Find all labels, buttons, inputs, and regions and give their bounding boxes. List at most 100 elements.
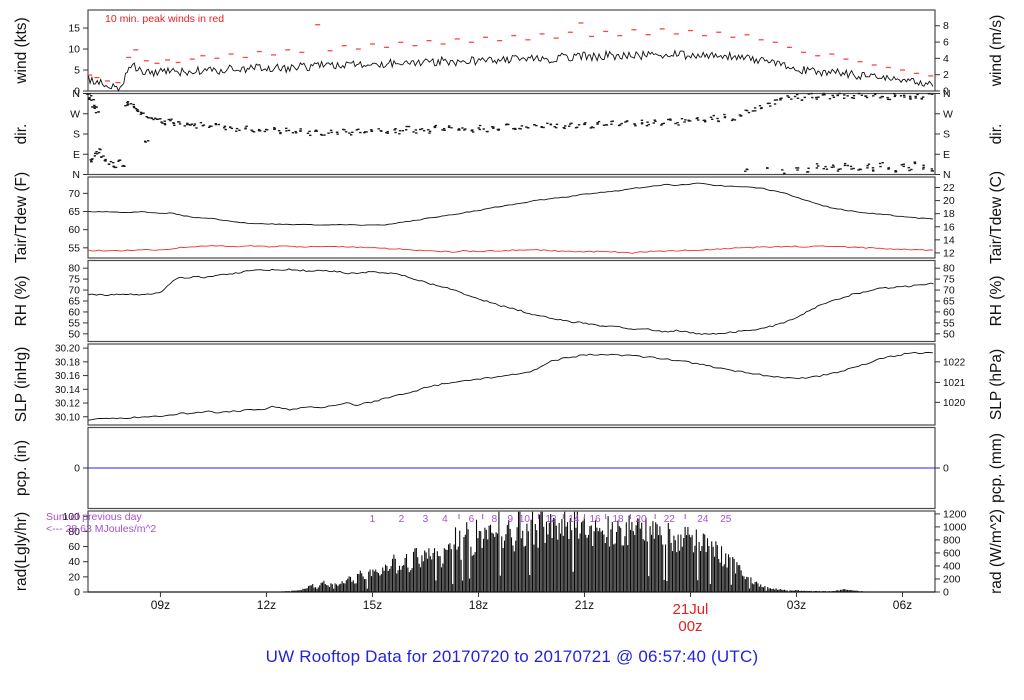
direction-dot	[733, 119, 737, 121]
direction-dot	[112, 161, 115, 164]
direction-dot	[97, 111, 100, 113]
direction-dot	[279, 132, 282, 135]
panel-frame	[87, 9, 936, 92]
left-axis-label: Tair/Tdew (F)	[13, 172, 30, 263]
direction-dot	[821, 94, 825, 96]
direction-dot	[645, 125, 649, 127]
direction-dot	[93, 155, 97, 157]
direction-dot	[140, 112, 144, 115]
direction-dot	[405, 125, 408, 128]
direction-dot	[291, 132, 295, 134]
direction-dot	[136, 109, 139, 111]
direction-dot	[99, 148, 102, 151]
direction-dot	[832, 96, 836, 98]
direction-dot	[257, 129, 261, 132]
direction-dot	[492, 127, 495, 129]
direction-dot	[602, 124, 606, 126]
direction-dot	[881, 95, 884, 98]
cumulative-mj-label: 9	[507, 514, 513, 525]
direction-dot	[199, 121, 203, 124]
direction-dot	[117, 160, 120, 162]
direction-dot	[250, 129, 253, 131]
direction-dot	[790, 98, 793, 100]
direction-dot	[178, 121, 181, 123]
direction-dot	[865, 96, 869, 99]
left-axis-label: pcp. (in)	[13, 440, 30, 496]
direction-dot	[126, 101, 130, 103]
direction-dot	[533, 124, 536, 126]
direction-dot	[754, 110, 757, 112]
direction-dot	[753, 107, 757, 109]
direction-dot	[478, 124, 482, 127]
direction-dot	[910, 168, 913, 171]
direction-dot	[94, 111, 98, 114]
direction-dot	[144, 141, 147, 143]
y-tick-label: 30.10	[55, 412, 80, 423]
direction-dot	[676, 121, 679, 124]
y-tick-label: 0	[943, 463, 949, 475]
direction-dot	[93, 107, 96, 110]
cumulative-mj-label: 25	[720, 514, 732, 525]
direction-dot	[365, 131, 368, 133]
direction-dot	[873, 92, 877, 95]
y-tick-label: 30.12	[55, 399, 80, 410]
direction-dot	[779, 97, 782, 100]
direction-dot	[832, 166, 835, 168]
direction-dot	[582, 123, 586, 125]
y-tick-label: 14	[943, 234, 955, 246]
cumulative-mj-label: 6	[469, 514, 475, 525]
y-tick-label: 10	[68, 44, 80, 56]
direction-dot	[567, 125, 571, 127]
direction-dot	[796, 169, 799, 171]
direction-dot	[815, 96, 818, 99]
y-tick-label: 60	[68, 541, 80, 553]
direction-dot	[873, 93, 877, 96]
direction-dot	[836, 94, 839, 96]
direction-dot	[758, 105, 762, 107]
direction-dot	[811, 96, 814, 99]
direction-dot	[187, 123, 191, 126]
direction-dot	[759, 107, 763, 110]
direction-dot	[139, 111, 143, 114]
direction-dot	[398, 130, 402, 132]
y-tick-label: 70	[68, 285, 80, 297]
y-tick-label: S	[73, 129, 80, 141]
y-tick-label: 18	[943, 208, 955, 220]
direction-dot	[800, 99, 804, 101]
direction-dot	[513, 127, 517, 130]
direction-dot	[893, 95, 897, 98]
direction-dot	[795, 167, 798, 169]
direction-dot	[126, 103, 130, 105]
direction-dot	[662, 122, 665, 125]
direction-dot	[189, 124, 192, 126]
direction-dot	[839, 168, 842, 170]
direction-dot	[123, 165, 126, 168]
direction-dot	[100, 156, 103, 158]
cumulative-mj-label: 2	[399, 514, 405, 525]
cumulative-mj-label: 22	[664, 514, 676, 525]
direction-dot	[214, 123, 218, 126]
direction-dot	[160, 121, 163, 123]
direction-dot	[145, 116, 148, 118]
direction-dot	[273, 127, 276, 129]
y-tick-label: 400	[943, 560, 961, 572]
direction-dot	[433, 126, 437, 129]
cumulative-mj-label: 24	[697, 514, 709, 525]
direction-dot	[564, 125, 567, 127]
direction-dot	[95, 153, 99, 155]
right-axis-label: Tair/Tdew (C)	[988, 171, 1005, 264]
series-sea-level-pressure	[88, 351, 933, 421]
direction-dot	[815, 98, 818, 100]
x-tick-label: 06z	[893, 598, 912, 612]
direction-dot	[569, 123, 572, 125]
direction-dot	[730, 119, 734, 122]
direction-dot	[428, 132, 431, 134]
direction-dot	[335, 131, 339, 133]
direction-dot	[285, 130, 288, 132]
y-tick-label: 30.14	[55, 385, 80, 396]
direction-dot	[667, 118, 670, 121]
direction-dot	[393, 129, 396, 131]
direction-dot	[132, 105, 136, 108]
y-tick-label: 80	[68, 526, 80, 538]
